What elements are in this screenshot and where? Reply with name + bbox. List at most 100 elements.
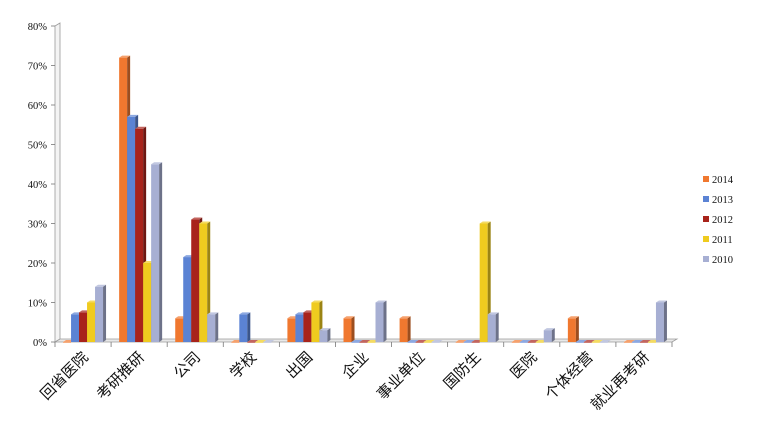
bar-front [599,342,608,343]
bar [151,162,163,342]
bar-side [495,312,499,342]
bar-front [359,342,368,343]
bar-side [327,328,331,342]
bar-top [319,328,331,331]
bar-front [543,330,552,342]
legend: 2014 2013 2012 2011 2010 [703,175,734,266]
bar-front [71,314,80,342]
legend-swatch [703,256,709,262]
legend-label: 2011 [712,235,733,246]
bar-front [511,342,520,343]
bar-front [655,302,664,342]
bar [239,312,251,342]
bar-front [287,318,296,342]
bar-top [119,55,131,58]
bar-front [303,312,312,342]
bar-top [95,284,107,287]
x-tick-label: 事业单位 [373,348,428,403]
bar-side [207,221,211,342]
bar-top [311,300,323,303]
x-tick-label: 医院 [507,348,541,382]
bar-top [583,340,595,342]
legend-item: 2011 [703,235,733,246]
bar [95,284,107,342]
bar-front [239,314,248,342]
bar-front [623,342,632,343]
bar-front [311,302,320,342]
bar [407,340,419,343]
bar-front [247,342,256,343]
bar [623,340,635,343]
bar [343,316,355,342]
bar-front [519,342,528,343]
y-tick-label: 80% [28,22,48,33]
bar [511,340,523,343]
bar-top [359,340,371,342]
bar-front [343,318,352,342]
bar-front [151,164,160,342]
bar-top [199,221,211,224]
bar-top [511,340,523,342]
bar-front [471,342,480,343]
bar [375,300,387,342]
bar [423,340,435,343]
bar-top [519,340,531,342]
bar [351,340,363,343]
bar-top [423,340,435,342]
bar-top [415,340,427,342]
bar [631,340,643,343]
x-tick-label: 考研推研 [93,348,148,403]
bar-front [207,314,216,342]
bar-front [487,314,496,342]
bar-side [487,221,491,342]
bar [399,316,411,342]
bar [639,340,651,343]
bar-side [103,284,107,342]
bar-side [247,312,251,342]
bar-top [463,340,475,342]
legend-label: 2010 [712,255,733,266]
bar-top [655,300,667,303]
bar [583,340,595,343]
y-tick-label: 70% [28,62,48,73]
bar [415,340,427,343]
bar [207,312,219,342]
bar [359,340,371,343]
y-tick-label: 50% [28,141,48,152]
bar-front [567,318,576,342]
bar-front [527,342,536,343]
bar [655,300,667,342]
bar-front [535,342,544,343]
bar-front [351,342,360,343]
bar [463,340,475,343]
bar-front [583,342,592,343]
bar-side [159,162,163,342]
bar-front [431,342,440,343]
bar-top [255,340,267,342]
bar-side [407,316,411,342]
bar-front [255,342,264,343]
bar-top [543,328,555,331]
bar-front [319,330,328,342]
x-tick-label: 企业 [338,348,372,382]
bar-front [143,263,152,342]
bar [199,221,211,342]
x-tick-label: 国防生 [440,348,485,393]
bar-front [399,318,408,342]
y-tick-label: 30% [28,220,48,231]
legend-label: 2013 [712,195,733,206]
y-tick-label: 10% [28,299,48,310]
bar-front [463,342,472,343]
bar [591,340,603,343]
bar-top [599,340,611,342]
bar [567,316,579,342]
bar [479,221,491,342]
legend-label: 2012 [712,215,733,226]
bar-front [575,342,584,343]
bar-top [263,340,275,342]
bar-front [367,342,376,343]
bar [599,340,611,343]
bar [455,340,467,343]
bar-top [375,300,387,303]
bar-front [231,342,240,343]
